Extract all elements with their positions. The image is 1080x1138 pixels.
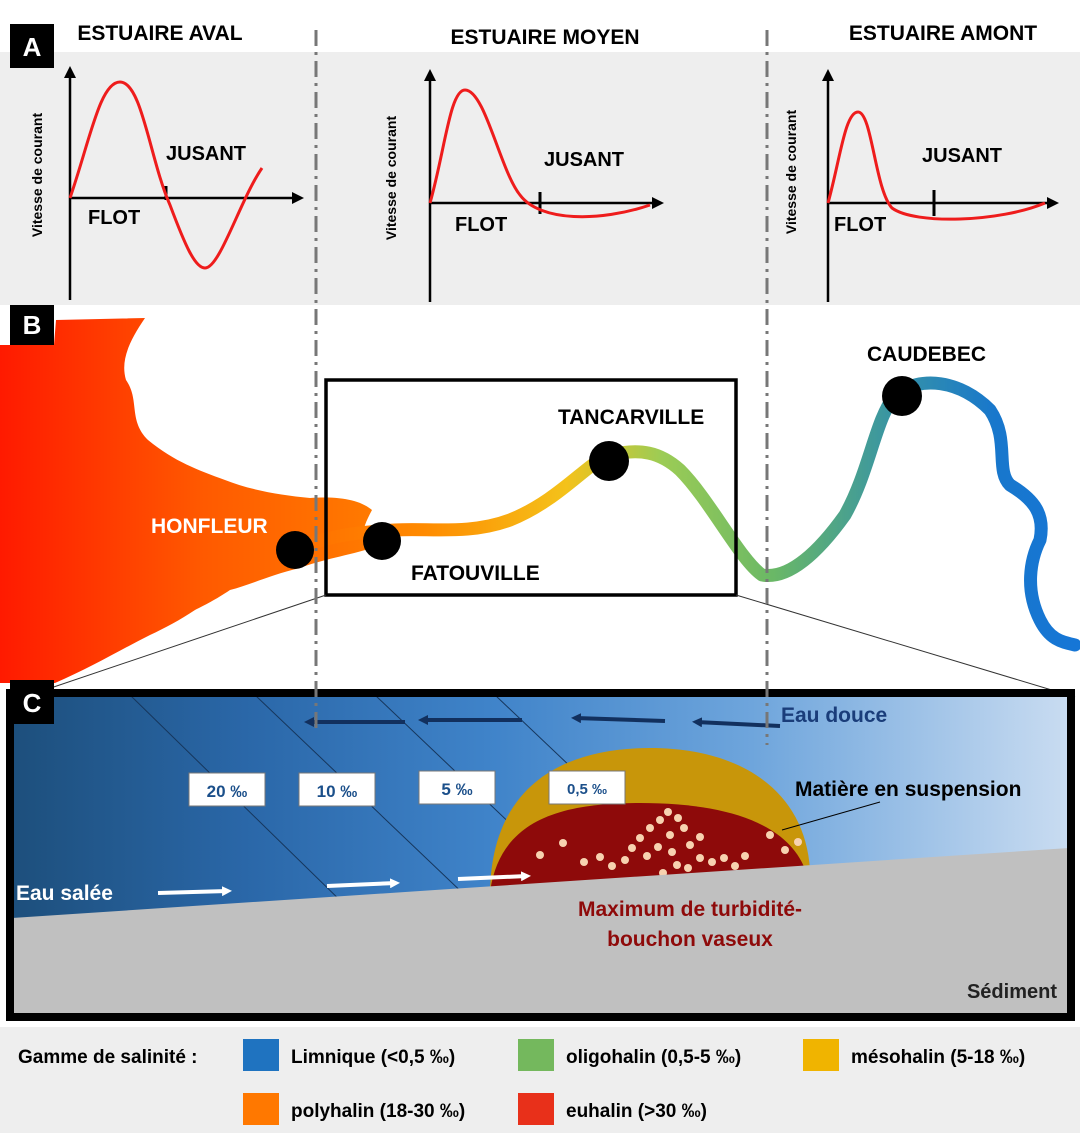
- salinity-box-05: [548, 770, 626, 805]
- salinity-label-05: 0,5 ‰: [567, 781, 607, 798]
- panel-a-background: [0, 52, 1080, 305]
- zoom-line-right: [735, 594, 1076, 698]
- legend-swatch-mesohalin: [803, 1039, 839, 1071]
- suspension-leader-line: [781, 801, 881, 831]
- legend-label-limnique: Limnique (<0,5 ‰): [291, 1047, 455, 1068]
- panel-a-badge: A: [23, 32, 42, 62]
- panel-c: C 20 ‰ 10 ‰ 5 ‰ 0,5 ‰ Eau douce Matière …: [6, 680, 1075, 1021]
- current-curve-aval: [68, 80, 264, 270]
- suspension-label: Matière en suspension: [795, 778, 1021, 801]
- salinity-box-5: [418, 770, 496, 805]
- current-chart-aval: ESTUAIRE AVAL Vitesse de courant FLOT JU…: [29, 22, 304, 300]
- salinity-box-10: [298, 772, 376, 807]
- legend-swatch-oligohalin: [518, 1039, 554, 1071]
- section-title-amont: ESTUAIRE AMONT: [849, 22, 1037, 45]
- panel-c-frame: [6, 689, 1075, 1021]
- legend-swatch-euhalin: [518, 1093, 554, 1125]
- panel-b-badge: B: [23, 310, 42, 340]
- current-curve-amont: [826, 110, 1046, 221]
- fatouville-dot: [363, 522, 401, 560]
- freshwater-arrow: [571, 713, 666, 724]
- legend-swatch-limnique: [243, 1039, 279, 1071]
- section-title-moyen: ESTUAIRE MOYEN: [450, 26, 639, 49]
- estuary-mouth: [0, 318, 372, 683]
- section-title-aval: ESTUAIRE AVAL: [77, 22, 242, 45]
- y-label-aval: Vitesse de courant: [29, 113, 45, 238]
- legend-label-polyhalin: polyhalin (18-30 ‰): [291, 1101, 465, 1122]
- panel-c-badge: C: [23, 688, 42, 718]
- current-chart-moyen: ESTUAIRE MOYEN Vitesse de courant FLOT J…: [383, 26, 664, 302]
- salinity-box-20: [188, 772, 266, 807]
- saltwater-arrow: [326, 878, 400, 889]
- y-label-amont: Vitesse de courant: [783, 110, 799, 235]
- saltwater-arrow: [157, 886, 232, 897]
- legend-label-euhalin: euhalin (>30 ‰): [566, 1101, 707, 1122]
- turbidity-maximum-zone: [490, 803, 806, 892]
- salinity-label-10: 10 ‰: [317, 782, 358, 801]
- turbidity-label-line1: Maximum de turbidité-: [578, 898, 802, 921]
- caudebec-label: CAUDEBEC: [867, 343, 986, 366]
- panel-a-badge-box: [10, 24, 54, 68]
- jusant-label-aval: JUSANT: [166, 143, 246, 165]
- tancarville-label: TANCARVILLE: [558, 406, 704, 429]
- flot-label-aval: FLOT: [88, 207, 140, 229]
- legend-title: Gamme de salinité :: [18, 1047, 198, 1068]
- seine-river: [293, 376, 1080, 652]
- current-chart-amont: ESTUAIRE AMONT Vitesse de courant FLOT J…: [783, 22, 1059, 302]
- legend-swatch-polyhalin: [243, 1093, 279, 1125]
- y-label-moyen: Vitesse de courant: [383, 116, 399, 241]
- panel-a: A ESTUAIRE AVAL Vitesse de courant FLOT …: [0, 22, 1080, 305]
- jusant-label-moyen: JUSANT: [544, 149, 624, 171]
- sediment-layer: [12, 848, 1069, 1015]
- fatouville-label: FATOUVILLE: [411, 562, 540, 585]
- legend: Gamme de salinité : Limnique (<0,5 ‰) ol…: [0, 1027, 1080, 1133]
- honfleur-label: HONFLEUR: [151, 515, 268, 538]
- sediment-label: Sédiment: [967, 981, 1057, 1003]
- saltwater-flow-arrows: [157, 871, 531, 897]
- caudebec-dot: [882, 376, 922, 416]
- eau-douce-label: Eau douce: [781, 704, 887, 727]
- turbidity-label-line2: bouchon vaseux: [607, 928, 773, 951]
- eau-salee-label: Eau salée: [16, 882, 113, 905]
- flot-label-moyen: FLOT: [455, 214, 507, 236]
- tancarville-dot: [589, 441, 629, 481]
- suspended-particles: [536, 808, 802, 877]
- panel-b-badge-box: [10, 305, 54, 345]
- honfleur-dot: [276, 531, 314, 569]
- zoom-line-left: [29, 594, 327, 696]
- saltwater-arrow: [457, 871, 531, 882]
- legend-label-oligohalin: oligohalin (0,5-5 ‰): [566, 1047, 741, 1068]
- flot-label-amont: FLOT: [834, 214, 886, 236]
- salinity-label-20: 20 ‰: [207, 782, 248, 801]
- panel-c-badge-box: [10, 680, 54, 724]
- current-curve-moyen: [428, 88, 651, 219]
- jusant-label-amont: JUSANT: [922, 145, 1002, 167]
- salinity-label-5: 5 ‰: [441, 780, 472, 799]
- zoom-box: [324, 378, 738, 597]
- panel-b: B HONFLEUR FATOUVILLE TANCARVILLE CAUDEB…: [0, 305, 1080, 698]
- legend-label-mesohalin: mésohalin (5-18 ‰): [851, 1047, 1025, 1068]
